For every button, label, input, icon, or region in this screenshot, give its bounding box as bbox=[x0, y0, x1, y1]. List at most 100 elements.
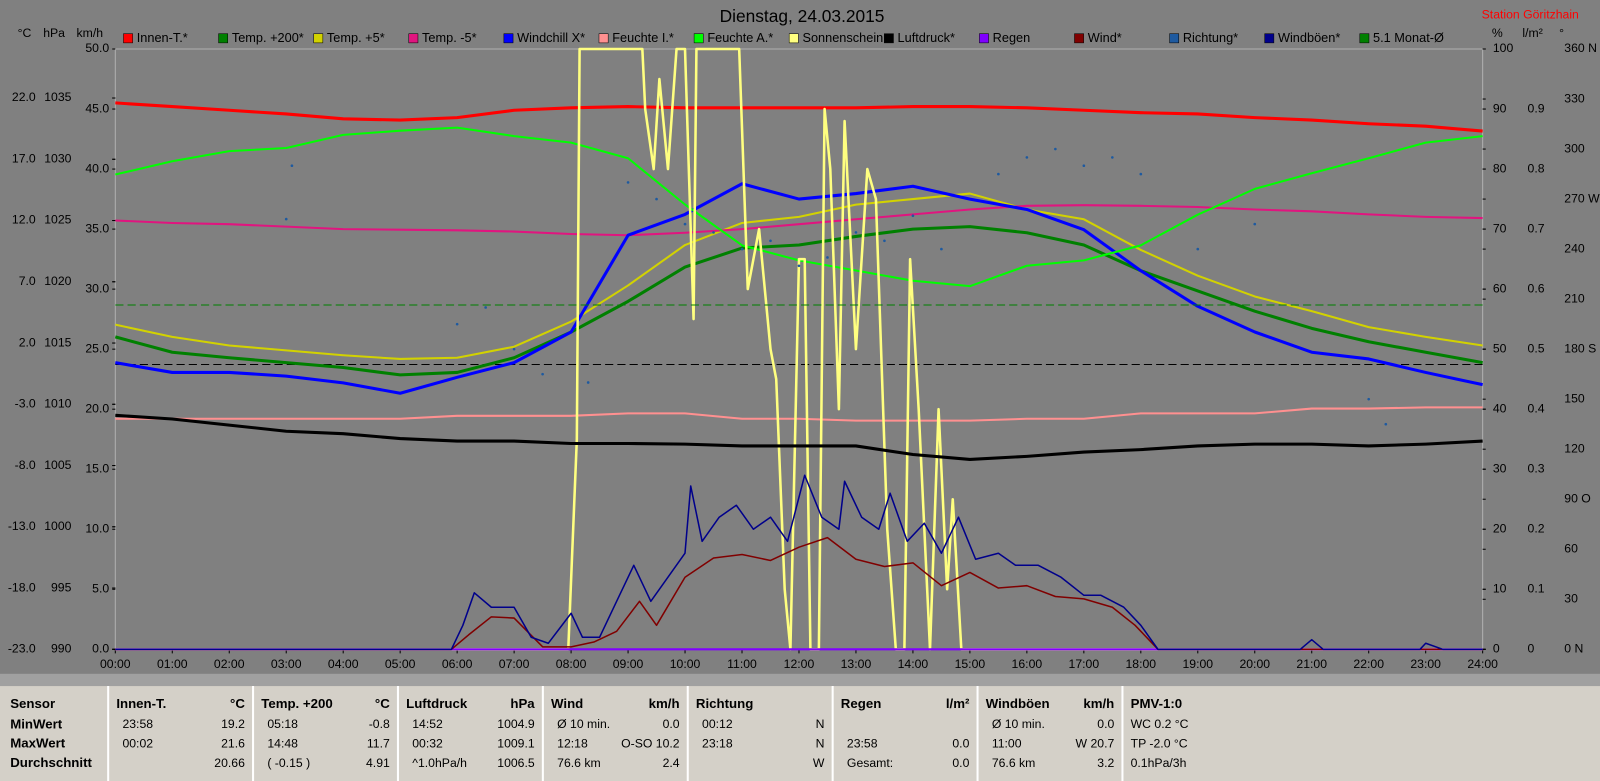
row-label: MinWert bbox=[10, 716, 63, 731]
data-point bbox=[1025, 156, 1029, 159]
legend-label: Temp. -5* bbox=[422, 30, 477, 45]
y-tick-label: 210 bbox=[1564, 291, 1585, 305]
table-cell: 0.0 bbox=[952, 756, 969, 770]
y-tick-label: 0 bbox=[1528, 642, 1535, 656]
y-tick-label: 300 bbox=[1564, 141, 1585, 155]
legend-label: Windchill X* bbox=[517, 30, 585, 45]
x-tick-label: 16:00 bbox=[1012, 657, 1043, 671]
y-tick-label: 150 bbox=[1564, 391, 1585, 405]
table-cell: Ø 10 min. bbox=[557, 717, 610, 731]
data-point bbox=[854, 231, 858, 234]
y-tick-label: 30 bbox=[1493, 461, 1507, 475]
table-cell: 1009.1 bbox=[497, 736, 535, 750]
table-cell: 20.66 bbox=[214, 756, 245, 770]
series-line bbox=[115, 413, 1483, 461]
x-tick-label: 15:00 bbox=[955, 657, 986, 671]
y-tick-label: 100 bbox=[1493, 41, 1514, 55]
data-point bbox=[1384, 422, 1388, 426]
axis-unit: hPa bbox=[43, 26, 65, 40]
legend-swatch bbox=[598, 33, 609, 44]
y-tick-label: 1015 bbox=[44, 335, 71, 349]
table-unit: km/h bbox=[1083, 696, 1114, 711]
legend-label: Sonnenschein bbox=[802, 30, 883, 45]
y-tick-label: 17.0 bbox=[12, 151, 36, 165]
table-header: Wind bbox=[551, 696, 583, 711]
series-line bbox=[115, 406, 1483, 422]
legend-swatch bbox=[313, 33, 324, 44]
y-tick-label: 22.0 bbox=[12, 90, 36, 104]
x-tick-label: 19:00 bbox=[1182, 657, 1213, 671]
y-tick-label: 0.0 bbox=[92, 642, 109, 656]
table-cell: W bbox=[813, 756, 825, 770]
data-point bbox=[997, 172, 1000, 176]
data-point bbox=[797, 264, 801, 268]
chart-title: Dienstag, 24.03.2015 bbox=[720, 6, 885, 26]
y-tick-label: 80 bbox=[1493, 161, 1507, 175]
x-tick-label: 13:00 bbox=[841, 657, 872, 671]
y-tick-label: 20.0 bbox=[85, 401, 109, 415]
table-unit: °C bbox=[375, 696, 390, 711]
y-tick-label: 35.0 bbox=[85, 221, 109, 235]
axis-unit: km/h bbox=[77, 26, 104, 40]
data-point bbox=[1196, 247, 1200, 251]
legend-swatch bbox=[693, 33, 704, 44]
table-cell: 4.91 bbox=[366, 756, 390, 770]
legend-label: Windböen* bbox=[1278, 30, 1340, 45]
legend-label: Regen bbox=[993, 30, 1031, 45]
legend-swatch bbox=[1359, 33, 1370, 44]
table-background bbox=[0, 686, 1600, 781]
plot-area bbox=[114, 48, 1484, 650]
table-cell: 0.0 bbox=[1097, 717, 1114, 731]
y-tick-label: 330 bbox=[1564, 91, 1585, 105]
y-tick-label: 0 bbox=[1493, 642, 1500, 656]
y-tick-label: 990 bbox=[51, 642, 72, 656]
data-point bbox=[512, 347, 516, 351]
x-tick-label: 24:00 bbox=[1467, 657, 1498, 671]
y-tick-label: 995 bbox=[51, 580, 72, 594]
data-point bbox=[626, 181, 630, 184]
x-tick-label: 14:00 bbox=[898, 657, 929, 671]
table-cell: 0.0 bbox=[663, 717, 680, 731]
series-line bbox=[115, 101, 1483, 133]
y-tick-label: 180 S bbox=[1564, 341, 1596, 355]
table-header: Windböen bbox=[986, 696, 1050, 711]
series-line bbox=[115, 47, 1483, 651]
y-tick-label: 25.0 bbox=[85, 341, 109, 355]
table-cell: 1004.9 bbox=[497, 717, 535, 731]
legend-swatch bbox=[1264, 33, 1275, 44]
table-unit: hPa bbox=[510, 696, 535, 711]
y-tick-label: 70 bbox=[1493, 221, 1507, 235]
data-point bbox=[940, 247, 943, 251]
data-point bbox=[1253, 222, 1257, 226]
legend-swatch bbox=[1074, 33, 1084, 44]
series-line bbox=[115, 182, 1483, 395]
y-tick-label: 5.0 bbox=[92, 582, 109, 596]
table-header: Regen bbox=[841, 696, 881, 711]
x-tick-label: 20:00 bbox=[1239, 657, 1270, 671]
table-cell: 0.0 bbox=[952, 736, 969, 750]
legend-swatch bbox=[979, 33, 989, 44]
table-header: Richtung bbox=[696, 696, 753, 711]
data-point bbox=[712, 231, 715, 234]
x-tick-label: 08:00 bbox=[556, 657, 587, 671]
axis-unit: °C bbox=[18, 26, 32, 40]
y-tick-label: 10.0 bbox=[85, 521, 109, 535]
data-point bbox=[740, 247, 744, 251]
x-tick-label: 04:00 bbox=[328, 657, 359, 671]
x-tick-label: 12:00 bbox=[784, 657, 815, 671]
table-cell: 11:00 bbox=[992, 736, 1022, 750]
axis-unit: l/m² bbox=[1522, 26, 1542, 40]
axis-unit: % bbox=[1492, 26, 1503, 40]
table-header: Innen-T. bbox=[116, 696, 166, 711]
table-cell: 21.6 bbox=[221, 736, 245, 750]
legend-swatch bbox=[884, 33, 894, 44]
table-cell: Gesamt: bbox=[847, 756, 893, 770]
table-cell: 23:18 bbox=[702, 736, 733, 750]
y-tick-label: 0.3 bbox=[1528, 461, 1545, 475]
table-cell: 3.2 bbox=[1097, 756, 1114, 770]
table-cell: Ø 10 min. bbox=[992, 717, 1045, 731]
table-cell: 76.6 km bbox=[557, 756, 601, 770]
y-tick-label: 1005 bbox=[44, 458, 71, 472]
y-tick-label: 12.0 bbox=[12, 213, 36, 227]
